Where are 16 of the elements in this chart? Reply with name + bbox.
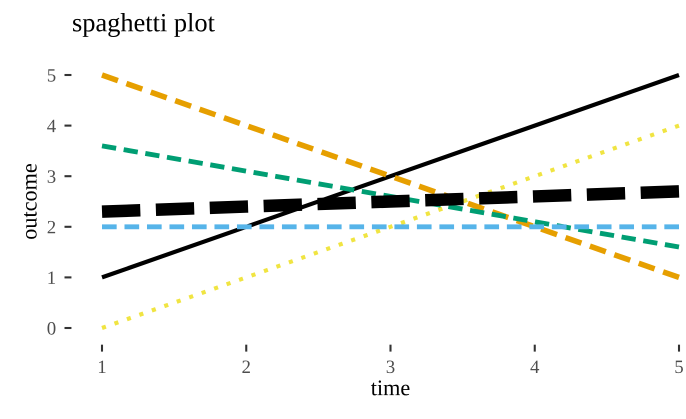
x-tick-label: 3 — [386, 360, 394, 374]
y-tick-label: 3 — [48, 170, 56, 183]
line-series — [100, 124, 682, 330]
chart-title: spaghetti plot — [73, 12, 215, 38]
y-axis-title: outcome — [24, 164, 37, 239]
y-tick-label: 2 — [48, 220, 56, 234]
y-tick-label: 4 — [47, 120, 56, 132]
x-tick-label: 1 — [98, 360, 106, 373]
x-axis-title: time — [370, 380, 410, 396]
x-tick-label: 5 — [675, 360, 683, 374]
y-tick-label: 0 — [48, 322, 56, 335]
y-tick-label: 1 — [48, 272, 56, 284]
x-tick-label: 2 — [242, 360, 250, 373]
y-tick-label: 5 — [48, 69, 56, 82]
line-series — [100, 143, 682, 250]
x-tick-label: 4 — [530, 360, 540, 373]
